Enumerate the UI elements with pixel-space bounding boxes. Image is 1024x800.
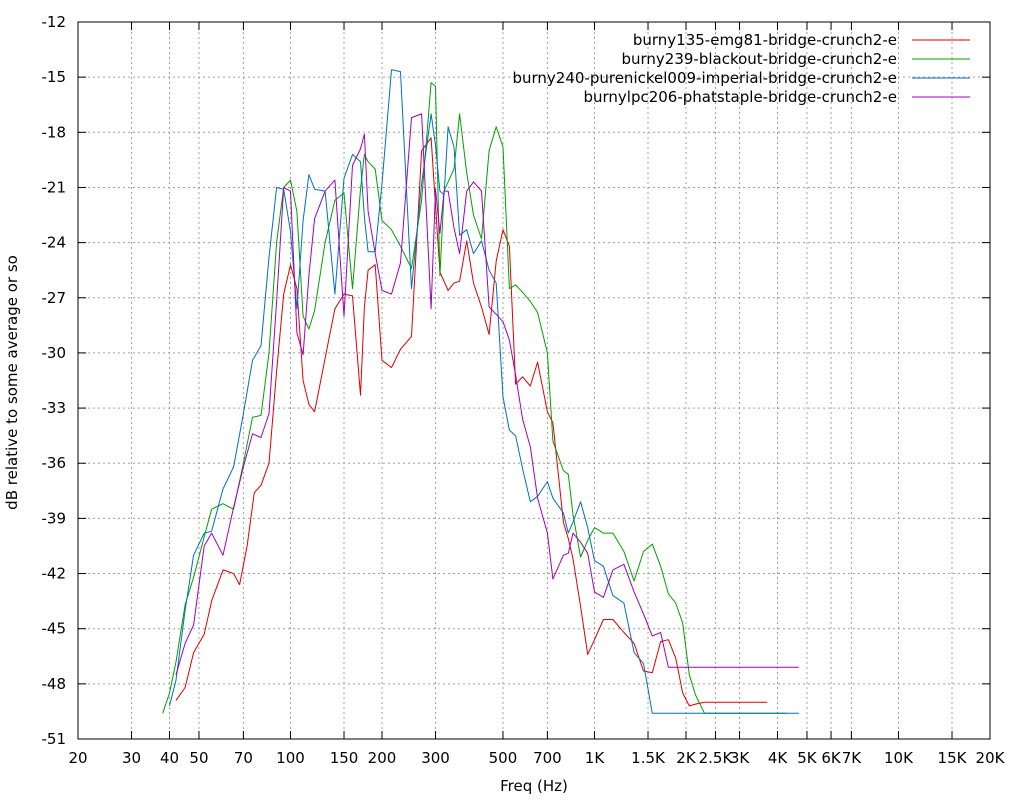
series-layer <box>162 69 799 714</box>
x-tick-label: 4K <box>768 749 789 767</box>
x-tick-label: 500 <box>489 749 518 767</box>
y-tick-label: -12 <box>42 13 67 31</box>
x-tick-label: 15K <box>938 749 968 767</box>
x-tick-label: 40 <box>160 749 179 767</box>
x-axis-ticks: 20 30 40 50 70 100 150 200 300 500 700 1K 1.5K 2K 2.5K… <box>68 22 1006 767</box>
y-tick-label: -33 <box>42 399 67 417</box>
series-line-2 <box>162 82 788 714</box>
y-tick-label: -45 <box>42 620 67 638</box>
x-tick-label: 1.5K <box>631 749 666 767</box>
y-tick-label: -24 <box>42 234 67 252</box>
x-tick-label: 70 <box>234 749 253 767</box>
x-tick-label: 3K <box>730 749 751 767</box>
y-tick-label: -15 <box>42 68 67 86</box>
x-tick-label: 1K <box>585 749 606 767</box>
y-tick-label: -27 <box>42 289 67 307</box>
legend-label-4: burnylpc206-phatstaple-bridge-crunch2-e <box>583 88 897 106</box>
y-tick-label: -21 <box>42 178 67 196</box>
series-line-1 <box>175 137 768 707</box>
grid-lines <box>77 21 991 740</box>
y-tick-label: -42 <box>42 565 67 583</box>
y-tick-label: -39 <box>42 509 67 527</box>
x-axis-label: Freq (Hz) <box>500 777 568 795</box>
x-tick-label: 10K <box>884 749 914 767</box>
x-tick-label: 2.5K <box>699 749 734 767</box>
x-tick-label: 200 <box>368 749 397 767</box>
x-tick-label: 7K <box>842 749 863 767</box>
y-tick-label: -18 <box>42 123 67 141</box>
x-tick-label: 2K <box>676 749 697 767</box>
x-tick-label: 700 <box>533 749 562 767</box>
x-tick-label: 5K <box>797 749 818 767</box>
legend: burny135-emg81-bridge-crunch2-eburny239-… <box>512 31 970 106</box>
x-tick-label: 30 <box>122 749 141 767</box>
plot-frame <box>77 21 991 740</box>
y-tick-label: -30 <box>42 344 67 362</box>
y-axis-ticks: -12 -15 -18 -21 -24 -27 -30 -33 -36 -39 -42 -45 -48 -… <box>42 13 990 748</box>
y-tick-label: -48 <box>42 675 67 693</box>
series-line-3 <box>169 69 799 714</box>
y-tick-label: -36 <box>42 454 67 472</box>
legend-label-3: burny240-purenickel009-imperial-bridge-c… <box>512 69 897 87</box>
y-tick-label: -51 <box>42 730 67 748</box>
x-tick-label: 50 <box>189 749 208 767</box>
x-tick-label: 150 <box>330 749 359 767</box>
x-tick-label: 100 <box>276 749 305 767</box>
x-tick-label: 20 <box>68 749 87 767</box>
legend-label-2: burny239-blackout-bridge-crunch2-e <box>621 50 897 68</box>
x-tick-label: 300 <box>421 749 450 767</box>
legend-label-1: burny135-emg81-bridge-crunch2-e <box>633 31 897 49</box>
series-line-4 <box>175 113 799 675</box>
x-tick-label: 20K <box>976 749 1006 767</box>
y-axis-label: dB relative to some average or so <box>3 255 21 510</box>
x-tick-label: 6K <box>821 749 842 767</box>
